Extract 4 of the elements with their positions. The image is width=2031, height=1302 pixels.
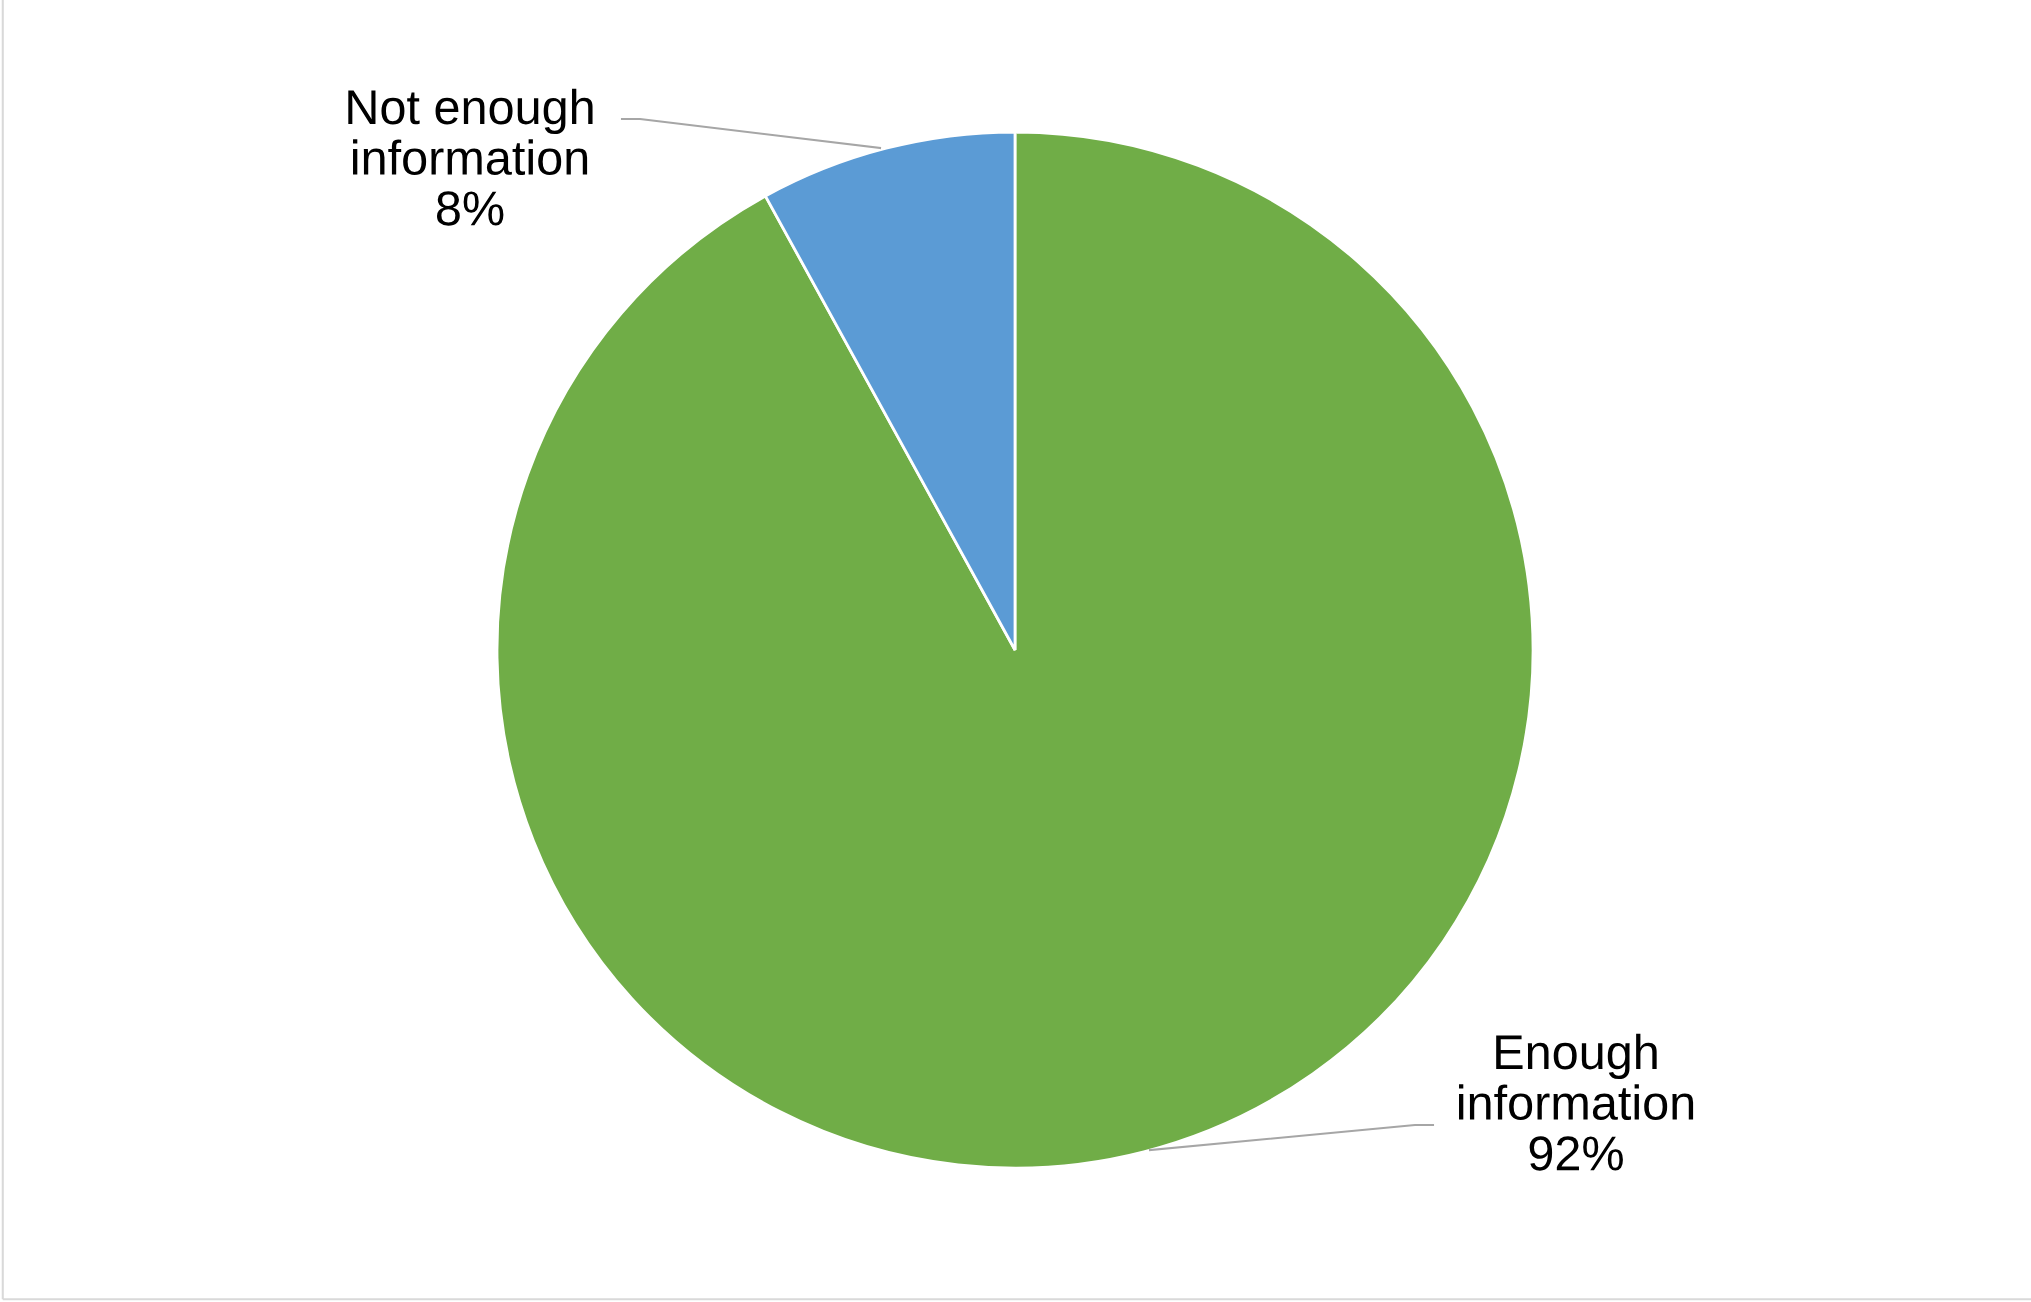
slice-label: Enough information — [1459, 1033, 1694, 1121]
slice-label: Not enough information — [348, 88, 593, 176]
data-label: 92% — [1529, 1136, 1623, 1171]
data-label: 8% — [436, 191, 504, 226]
